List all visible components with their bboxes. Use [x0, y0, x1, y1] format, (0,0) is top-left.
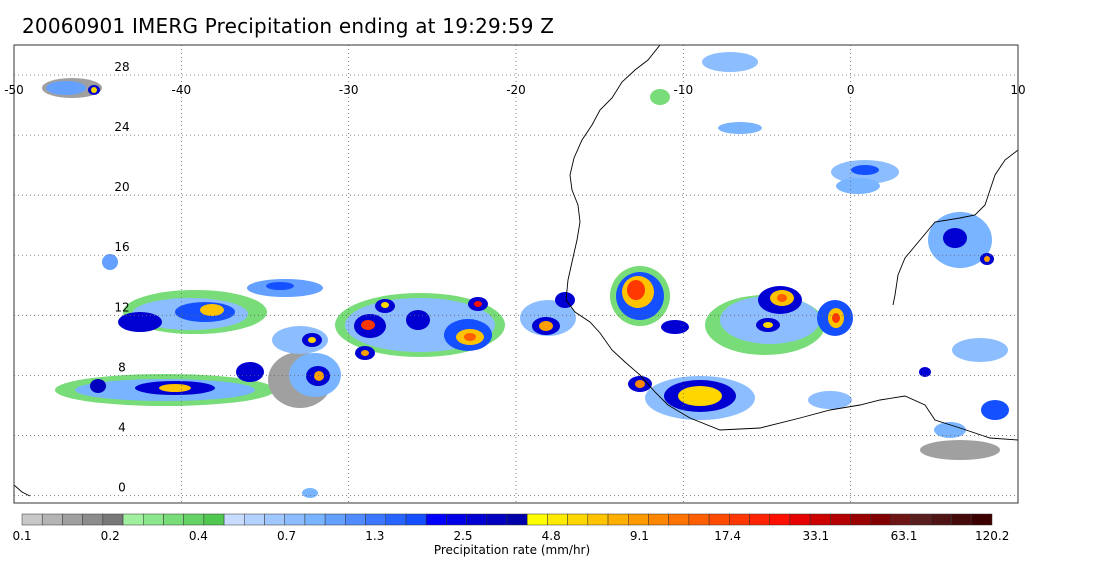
colorbar-swatch: [143, 513, 164, 526]
colorbar-tick-label: 1.3: [365, 529, 384, 543]
colorbar-swatch: [628, 513, 649, 526]
lon-tick-label: -50: [4, 83, 24, 97]
colorbar-swatch: [244, 513, 265, 526]
colorbar-tick-labels: 0.1 0.2 0.4 0.7 1.3 2.5 4.8 9.1 17.4 33.1 63.1 120.…: [12, 529, 1009, 543]
colorbar-swatch: [749, 513, 770, 526]
colorbar-tick-label: 0.7: [277, 529, 296, 543]
colorbar-title: Precipitation rate (mm/hr): [433, 543, 591, 557]
colorbar-swatch: [203, 513, 225, 526]
lon-tick-label: -30: [339, 83, 359, 97]
colorbar-swatch: [446, 513, 467, 526]
colorbar-swatch: [850, 513, 872, 526]
colorbar-swatch: [466, 513, 488, 526]
colorbar-swatch: [951, 513, 973, 526]
colorbar-swatch: [324, 513, 346, 526]
lat-tick-label: 12: [114, 300, 129, 314]
colorbar-swatch: [365, 513, 386, 526]
colorbar-swatch: [708, 513, 730, 526]
colorbar-swatch: [183, 513, 205, 526]
colorbar-swatch: [385, 513, 407, 526]
colorbar-swatch: [345, 513, 366, 526]
colorbar-swatch: [607, 513, 629, 526]
lat-tick-label: 28: [114, 60, 129, 74]
colorbar-tick-label: 33.1: [802, 529, 829, 543]
colorbar-swatch: [668, 513, 690, 526]
colorbar-swatch: [41, 513, 63, 526]
lon-tick-label: -10: [674, 83, 694, 97]
colorbar-swatch: [163, 513, 184, 526]
colorbar-swatch: [587, 513, 609, 526]
colorbar-tick-label: 2.5: [453, 529, 472, 543]
lon-tick-label: 10: [1010, 83, 1025, 97]
map-frame: [13, 44, 1019, 504]
colorbar-swatch: [890, 513, 912, 526]
colorbar-swatch: [506, 513, 528, 526]
colorbar-tick-label: 17.4: [714, 529, 741, 543]
colorbar-swatch: [567, 513, 589, 526]
colorbar-swatch: [405, 513, 427, 526]
lat-tick-label: 20: [114, 180, 129, 194]
colorbar-swatch: [910, 513, 932, 526]
colorbar-tick-label: 9.1: [630, 529, 649, 543]
lat-tick-label: 4: [118, 420, 126, 434]
latitude-tick-labels: 28 24 20 16 12 8 4 0: [114, 60, 129, 494]
colorbar-swatch: [789, 513, 811, 526]
lon-tick-label: 0: [847, 83, 855, 97]
colorbar-swatch: [122, 513, 144, 526]
colorbar-swatch: [21, 513, 43, 526]
colorbar-swatch: [62, 513, 83, 526]
colorbar-swatch: [769, 513, 791, 526]
colorbar-swatch: [547, 513, 568, 526]
longitude-tick-labels: -50 -40 -30 -20 -10 0 10: [4, 83, 1025, 97]
colorbar-tick-label: 63.1: [891, 529, 918, 543]
colorbar-swatch: [971, 513, 993, 526]
colorbar-tick-label: 0.2: [101, 529, 120, 543]
colorbar-swatch: [648, 513, 669, 526]
lon-tick-label: -20: [506, 83, 526, 97]
colorbar-swatch: [102, 513, 124, 526]
colorbar-swatch: [729, 513, 750, 526]
lat-tick-label: 0: [118, 480, 126, 494]
colorbar-swatch: [830, 513, 851, 526]
colorbar-tick-label: 120.2: [975, 529, 1009, 543]
colorbar-tick-label: 4.8: [542, 529, 561, 543]
colorbar-swatch: [82, 513, 104, 526]
lat-tick-label: 24: [114, 120, 129, 134]
colorbar-swatch: [264, 513, 285, 526]
lat-tick-label: 16: [114, 240, 129, 254]
colorbar-swatch: [223, 513, 245, 526]
precipitation-field: [42, 52, 1009, 498]
coastline: [14, 45, 1018, 497]
colorbar-swatch: [809, 513, 831, 526]
colorbar-swatch: [931, 513, 952, 526]
map-title: 20060901 IMERG Precipitation ending at 1…: [22, 14, 555, 38]
colorbar-swatch: [284, 513, 306, 526]
colorbar: [21, 513, 993, 526]
colorbar-tick-label: 0.1: [12, 529, 31, 543]
colorbar-tick-label: 0.4: [189, 529, 208, 543]
colorbar-swatch: [304, 513, 326, 526]
lon-tick-label: -40: [172, 83, 192, 97]
colorbar-swatch: [425, 513, 447, 526]
colorbar-swatch: [870, 513, 892, 526]
colorbar-swatch: [486, 513, 508, 526]
lat-tick-label: 8: [118, 360, 126, 374]
colorbar-swatch: [688, 513, 710, 526]
colorbar-swatch: [526, 513, 548, 526]
gridlines: [14, 45, 1018, 503]
